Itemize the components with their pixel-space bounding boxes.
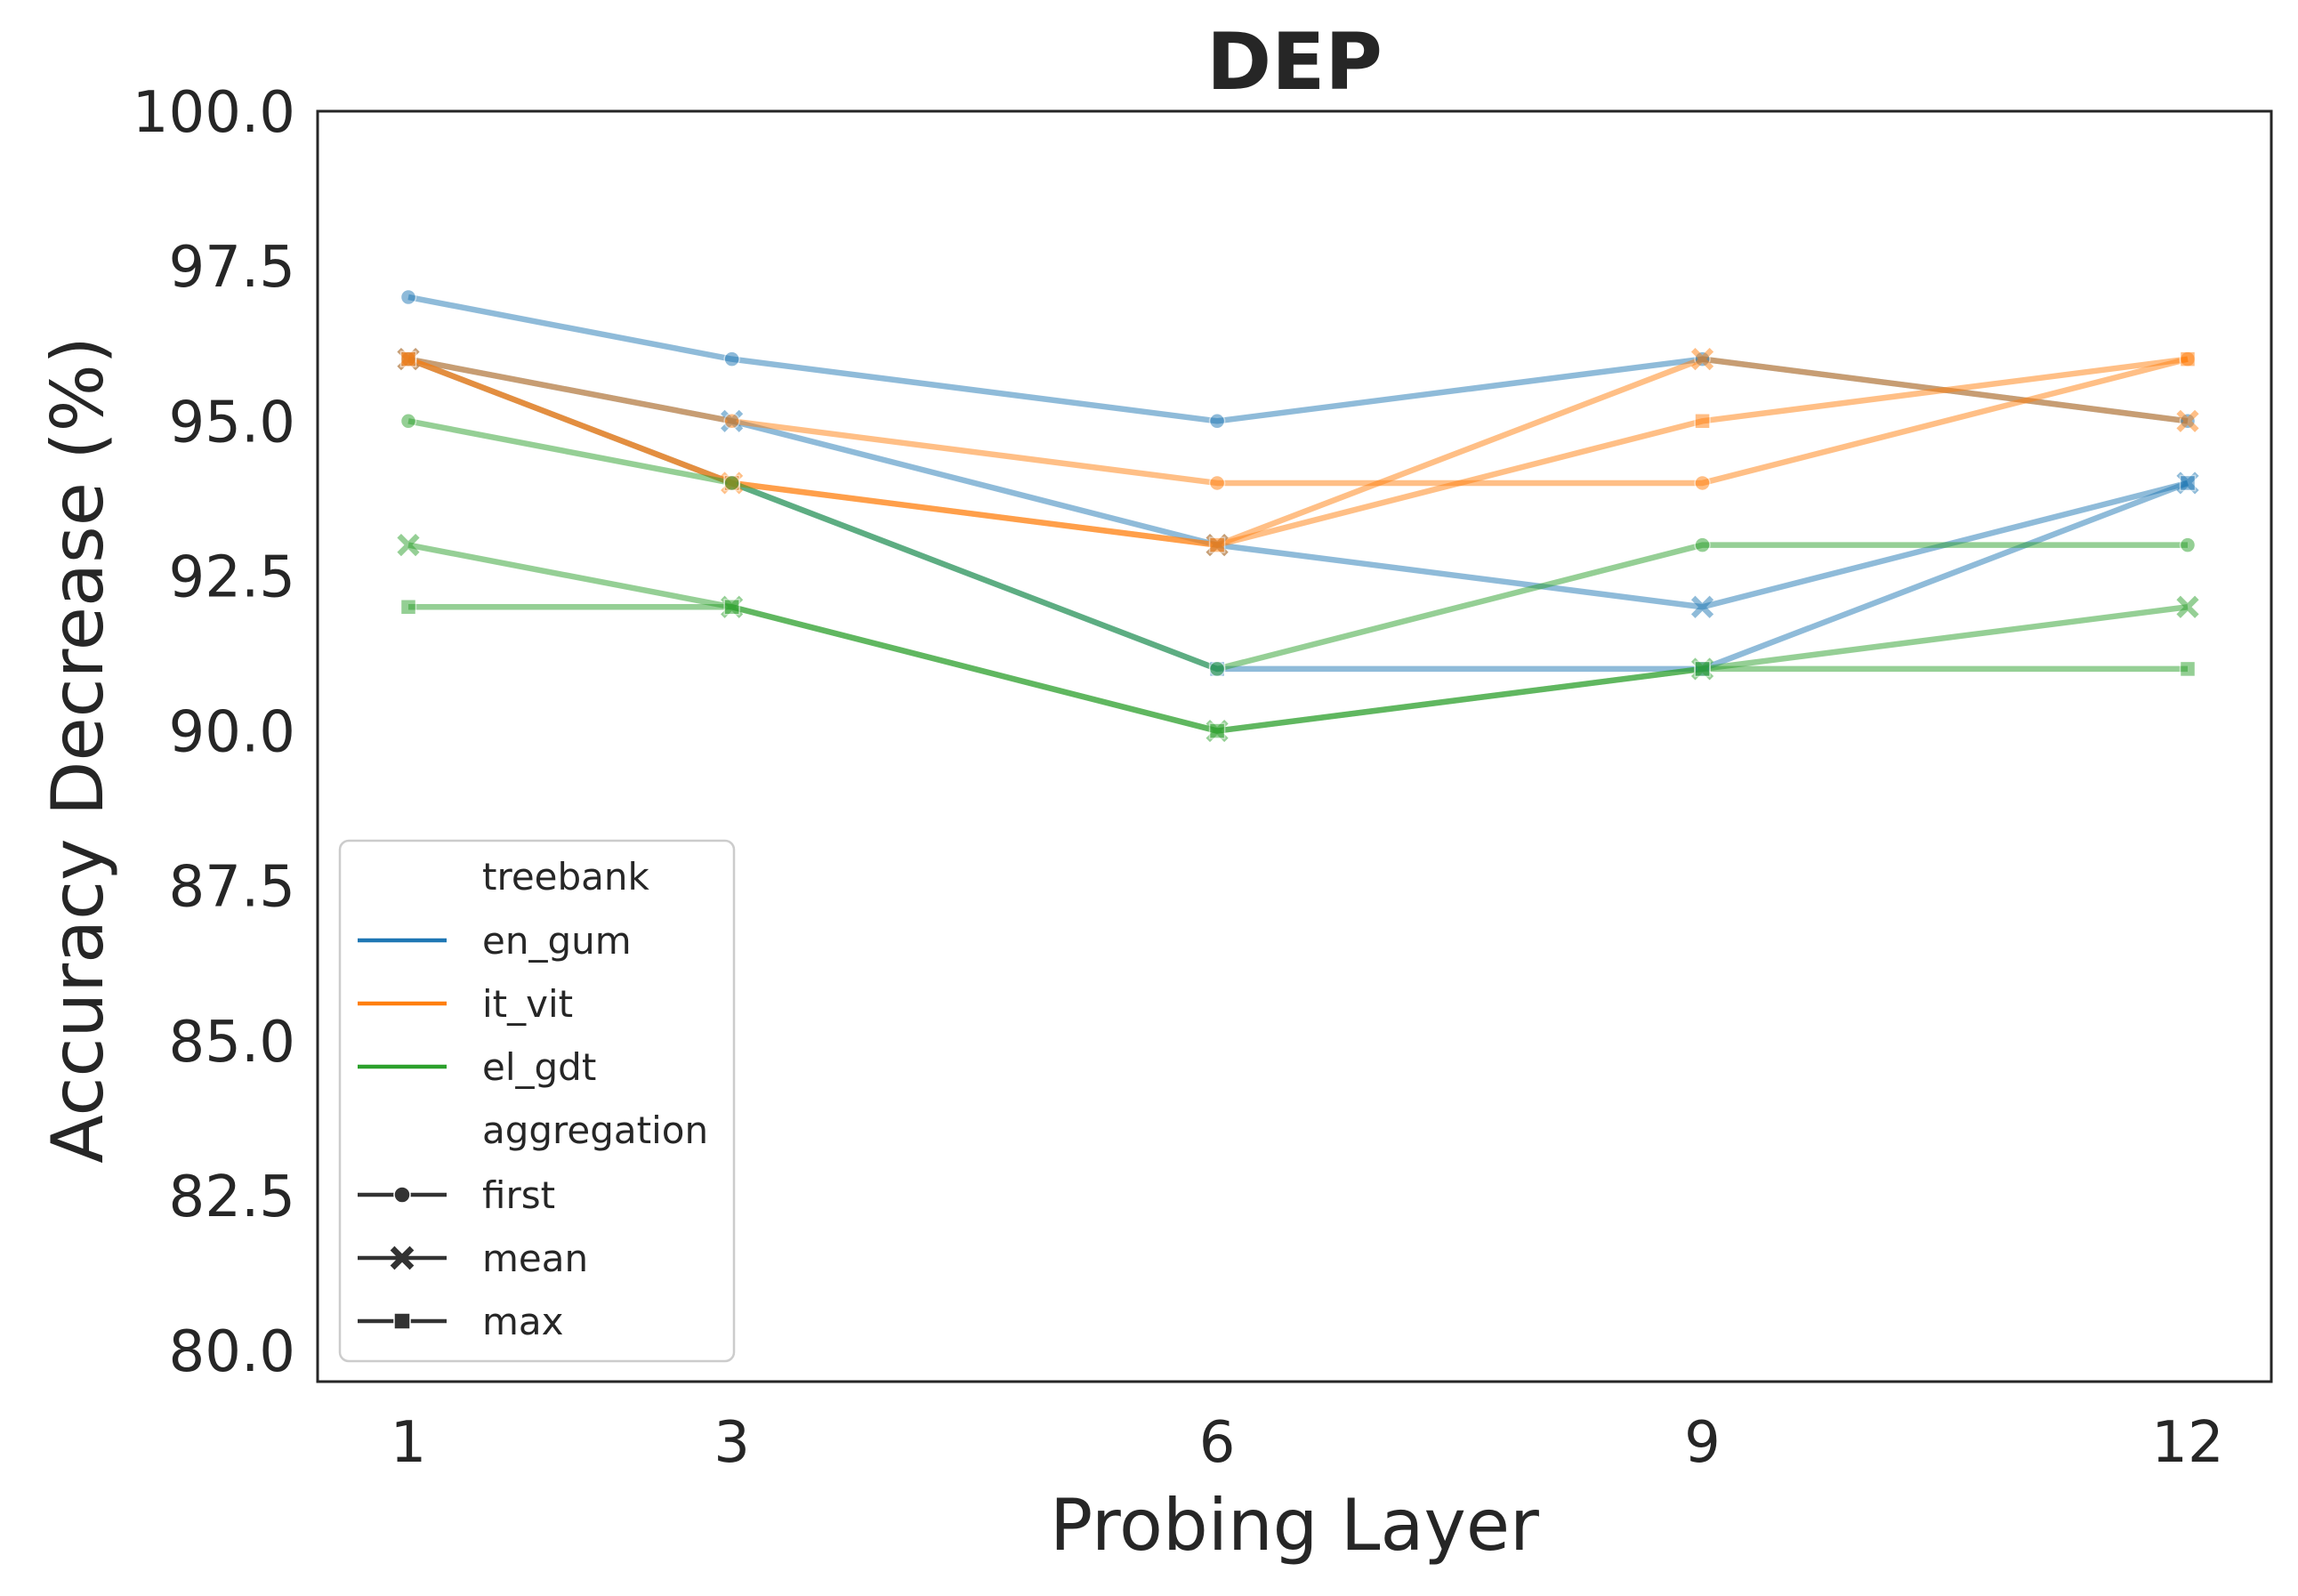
legend-title-treebank: treebank	[482, 855, 650, 899]
legend-hue-entries: en_gum it_vit el_gdt	[358, 919, 632, 1089]
y-tick-label: 100.0	[133, 80, 295, 146]
data-point-it_vit-max-9	[1694, 413, 1711, 430]
series-markers	[397, 288, 2199, 743]
chart-title: DEP	[1206, 16, 1383, 108]
data-point-en_gum-max-12	[2179, 474, 2197, 492]
data-point-el_gdt-max-9	[1694, 660, 1711, 678]
data-point-el_gdt-max-3	[723, 599, 740, 616]
data-point-el_gdt-mean-12	[2176, 595, 2199, 618]
data-point-el_gdt-first-1	[399, 413, 417, 430]
data-point-it_vit-mean-12	[2176, 409, 2199, 432]
legend-label-max: max	[482, 1300, 564, 1343]
legend-marker-first	[393, 1186, 411, 1204]
data-point-en_gum-first-6	[1208, 413, 1226, 430]
data-point-en_gum-mean-9	[1690, 595, 1714, 618]
data-point-el_gdt-first-6	[1208, 660, 1226, 678]
legend-label-en_gum: en_gum	[482, 919, 632, 963]
data-point-it_vit-first-9	[1694, 474, 1711, 492]
legend-box	[338, 839, 736, 1363]
data-point-it_vit-first-3	[723, 413, 740, 430]
data-point-it_vit-max-6	[1208, 536, 1226, 553]
data-point-it_vit-mean-9	[1690, 348, 1714, 371]
data-point-el_gdt-first-12	[2179, 536, 2197, 553]
data-point-en_gum-first-3	[723, 351, 740, 367]
x-tick-label: 1	[391, 1410, 427, 1476]
x-tick-label: 9	[1684, 1410, 1721, 1476]
legend-label-it_vit: it_vit	[482, 982, 573, 1026]
y-axis-label: Accuracy Decrease (%)	[36, 336, 119, 1164]
data-point-el_gdt-max-1	[399, 599, 417, 616]
axis-ticks: 1 3 6 9 12 80.0 82.5 85.0 87.5 90.0 92.5 95.0 97.5 10…	[133, 80, 2224, 1476]
legend-label-mean: mean	[482, 1237, 588, 1280]
legend-marker-mean	[390, 1245, 415, 1270]
legend-title-aggregation: aggregation	[482, 1108, 708, 1152]
y-tick-label: 85.0	[169, 1010, 296, 1076]
legend-style-entries: first mean max	[358, 1173, 588, 1343]
legend-marker-max	[393, 1312, 411, 1330]
x-tick-label: 3	[714, 1410, 750, 1476]
data-point-el_gdt-mean-1	[397, 534, 420, 557]
plot-area-frame	[316, 109, 2273, 1383]
x-tick-label: 12	[2151, 1410, 2223, 1476]
data-point-it_vit-first-6	[1208, 474, 1226, 492]
legend-label-el_gdt: el_gdt	[482, 1045, 596, 1089]
data-point-el_gdt-max-6	[1208, 722, 1226, 739]
y-tick-label: 82.5	[169, 1165, 296, 1230]
y-tick-label: 95.0	[169, 390, 296, 455]
data-point-it_vit-max-1	[399, 351, 417, 367]
y-tick-label: 92.5	[169, 544, 296, 610]
data-point-el_gdt-first-9	[1694, 536, 1711, 553]
legend-label-first: first	[482, 1173, 555, 1217]
x-tick-label: 6	[1199, 1410, 1236, 1476]
data-point-en_gum-first-1	[399, 288, 417, 306]
y-tick-label: 87.5	[169, 855, 296, 921]
data-point-el_gdt-max-12	[2179, 660, 2197, 678]
y-tick-label: 97.5	[169, 235, 296, 301]
y-tick-label: 90.0	[169, 700, 296, 766]
data-point-it_vit-max-12	[2179, 351, 2197, 367]
x-axis-label: Probing Layer	[1050, 1484, 1539, 1567]
y-tick-label: 80.0	[169, 1319, 296, 1385]
data-point-el_gdt-first-3	[723, 474, 740, 492]
